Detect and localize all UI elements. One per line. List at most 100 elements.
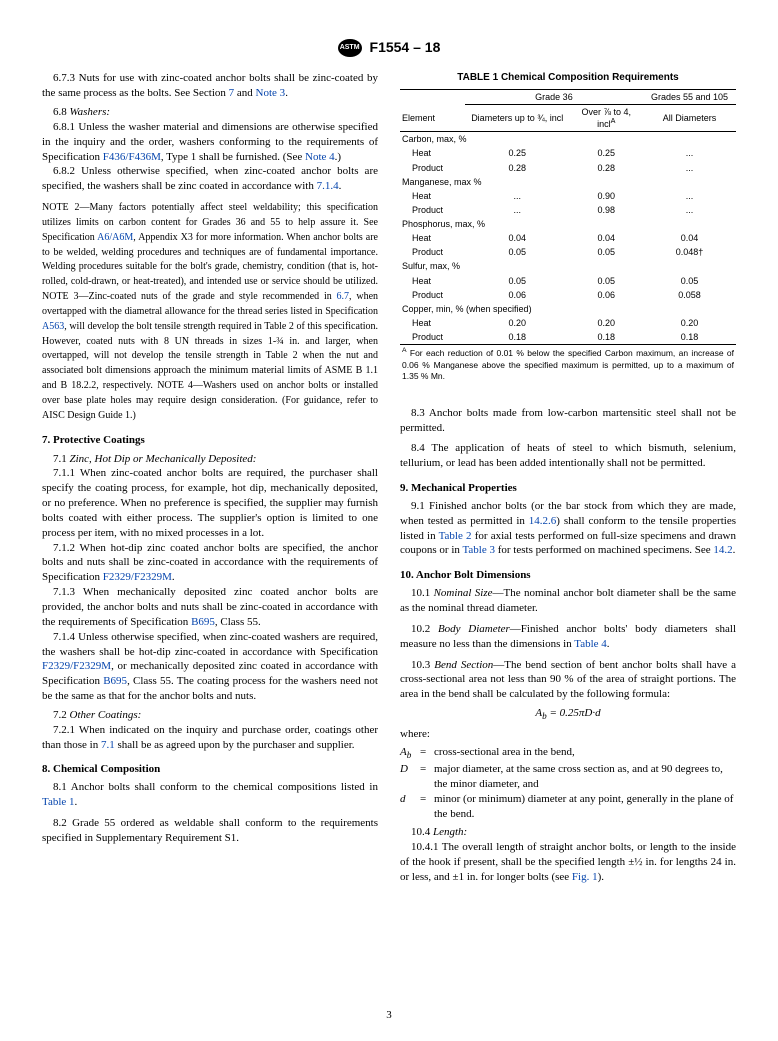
- para-7-1-3: 7.1.3 When mechanically deposited zinc c…: [42, 585, 378, 630]
- link-7-1-4[interactable]: 7.1.4: [317, 180, 339, 192]
- para-7-1-4: 7.1.4 Unless otherwise specified, when z…: [42, 630, 378, 704]
- table-cell: 0.05: [465, 245, 570, 259]
- heading-9: 9. Mechanical Properties: [400, 481, 736, 496]
- link-b695-a[interactable]: B695: [191, 616, 215, 628]
- link-a6[interactable]: A6/A6M: [97, 232, 133, 243]
- table-head-grade36: Grade 36: [465, 89, 643, 104]
- table-cell: 0.18: [643, 330, 736, 345]
- table-cell: 0.06: [465, 288, 570, 302]
- link-table-1[interactable]: Table 1: [42, 796, 75, 808]
- link-6-7[interactable]: 6.7: [337, 291, 350, 302]
- table-row-label: Heat: [400, 274, 465, 288]
- link-note-4[interactable]: Note 4: [305, 151, 335, 163]
- table-row-label: Phosphorus, max, %: [400, 217, 736, 231]
- table-row-label: Product: [400, 161, 465, 175]
- table-cell: 0.25: [465, 146, 570, 160]
- link-table-4[interactable]: Table 4: [574, 638, 607, 650]
- heading-10-4: 10.4 Length:: [400, 825, 736, 840]
- para-8-4: 8.4 The application of heats of steel to…: [400, 441, 736, 471]
- para-7-2-1: 7.2.1 When indicated on the inquiry and …: [42, 723, 378, 753]
- table-cell: 0.048†: [643, 245, 736, 259]
- link-note-3[interactable]: Note 3: [256, 87, 286, 99]
- heading-10: 10. Anchor Bolt Dimensions: [400, 568, 736, 583]
- table-cell: 0.18: [570, 330, 643, 345]
- para-6-7-3: 6.7.3 Nuts for use with zinc-coated anch…: [42, 71, 378, 101]
- page-number: 3: [0, 1008, 778, 1023]
- table-cell: 0.90: [570, 189, 643, 203]
- table-head-all: All Diameters: [643, 104, 736, 131]
- table-cell: 0.06: [570, 288, 643, 302]
- table-cell: 0.20: [465, 316, 570, 330]
- table-cell: 0.05: [465, 274, 570, 288]
- table-row-label: Product: [400, 245, 465, 259]
- table-row-label: Heat: [400, 316, 465, 330]
- para-6-8-2: 6.8.2 Unless otherwise specified, when z…: [42, 164, 378, 194]
- table-cell: 0.98: [570, 203, 643, 217]
- table-row-label: Carbon, max, %: [400, 132, 736, 147]
- table-head-element: Element: [400, 104, 465, 131]
- table-cell: 0.25: [570, 146, 643, 160]
- definition-list: Ab=cross-sectional area in the bend, D=m…: [400, 745, 736, 821]
- para-8-2: 8.2 Grade 55 ordered as weldable shall c…: [42, 816, 378, 846]
- heading-7-2: 7.2 Other Coatings:: [42, 708, 378, 723]
- note-3: NOTE 3—Zinc-coated nuts of the grade and…: [42, 291, 378, 391]
- para-6-8-1: 6.8.1 Unless the washer material and dim…: [42, 120, 378, 165]
- table-cell: ...: [643, 189, 736, 203]
- table-cell: ...: [643, 203, 736, 217]
- page-header: ASTM F1554 – 18: [42, 38, 736, 57]
- table-cell: 0.04: [465, 231, 570, 245]
- table-1-footnote: A For each reduction of 0.01 % below the…: [400, 345, 736, 384]
- table-row-label: Heat: [400, 146, 465, 160]
- table-cell: 0.05: [570, 274, 643, 288]
- link-a563[interactable]: A563: [42, 321, 64, 332]
- para-8-1: 8.1 Anchor bolts shall conform to the ch…: [42, 780, 378, 810]
- table-row-label: Copper, min, % (when specified): [400, 302, 736, 316]
- para-10-1: 10.1 Nominal Size—The nominal anchor bol…: [400, 586, 736, 616]
- para-7-1-1: 7.1.1 When zinc-coated anchor bolts are …: [42, 466, 378, 540]
- link-7-1[interactable]: 7.1: [101, 739, 115, 751]
- table-head-diam2: Over ⅞ to 4, inclA: [570, 104, 643, 131]
- heading-6-8: 6.8 Washers:: [42, 105, 378, 120]
- table-row-label: Product: [400, 330, 465, 345]
- spec-number: F1554 – 18: [370, 39, 441, 55]
- link-14-2[interactable]: 14.2: [713, 544, 732, 556]
- table-cell: 0.05: [643, 274, 736, 288]
- table-row-label: Product: [400, 203, 465, 217]
- para-10-2: 10.2 Body Diameter—Finished anchor bolts…: [400, 622, 736, 652]
- note-2: NOTE 2—Many factors potentially affect s…: [42, 202, 378, 287]
- link-table-3[interactable]: Table 3: [462, 544, 495, 556]
- table-1-title: TABLE 1 Chemical Composition Requirement…: [400, 71, 736, 85]
- table-cell: 0.28: [570, 161, 643, 175]
- table-cell: 0.20: [643, 316, 736, 330]
- table-row-label: Manganese, max %: [400, 175, 736, 189]
- link-14-2-6[interactable]: 14.2.6: [529, 515, 557, 527]
- para-8-3: 8.3 Anchor bolts made from low-carbon ma…: [400, 406, 736, 436]
- table-cell: ...: [465, 189, 570, 203]
- table-cell: ...: [643, 161, 736, 175]
- table-cell: 0.04: [570, 231, 643, 245]
- para-9-1: 9.1 Finished anchor bolts (or the bar st…: [400, 499, 736, 558]
- link-fig-1[interactable]: Fig. 1: [572, 871, 598, 883]
- table-cell: 0.058: [643, 288, 736, 302]
- table-cell: 0.04: [643, 231, 736, 245]
- table-row-label: Product: [400, 288, 465, 302]
- heading-7: 7. Protective Coatings: [42, 433, 378, 448]
- link-b695-b[interactable]: B695: [103, 675, 127, 687]
- para-7-1-2: 7.1.2 When hot-dip zinc coated anchor bo…: [42, 541, 378, 586]
- table-cell: 0.20: [570, 316, 643, 330]
- link-f2329-b[interactable]: F2329/F2329M: [42, 660, 111, 672]
- table-row-label: Heat: [400, 189, 465, 203]
- astm-logo: ASTM: [338, 39, 362, 57]
- heading-8: 8. Chemical Composition: [42, 762, 378, 777]
- table-head-grades55: Grades 55 and 105: [643, 89, 736, 104]
- link-table-2[interactable]: Table 2: [439, 530, 472, 542]
- link-f436[interactable]: F436/F436M: [103, 151, 161, 163]
- link-f2329-a[interactable]: F2329/F2329M: [103, 571, 172, 583]
- formula-ab: Ab = 0.25πD·d: [400, 706, 736, 723]
- para-10-3: 10.3 Bend Section—The bend section of be…: [400, 658, 736, 703]
- table-cell: 0.28: [465, 161, 570, 175]
- table-cell: ...: [643, 146, 736, 160]
- table-cell: 0.18: [465, 330, 570, 345]
- where-label: where:: [400, 727, 736, 742]
- heading-7-1: 7.1 Zinc, Hot Dip or Mechanically Deposi…: [42, 452, 378, 467]
